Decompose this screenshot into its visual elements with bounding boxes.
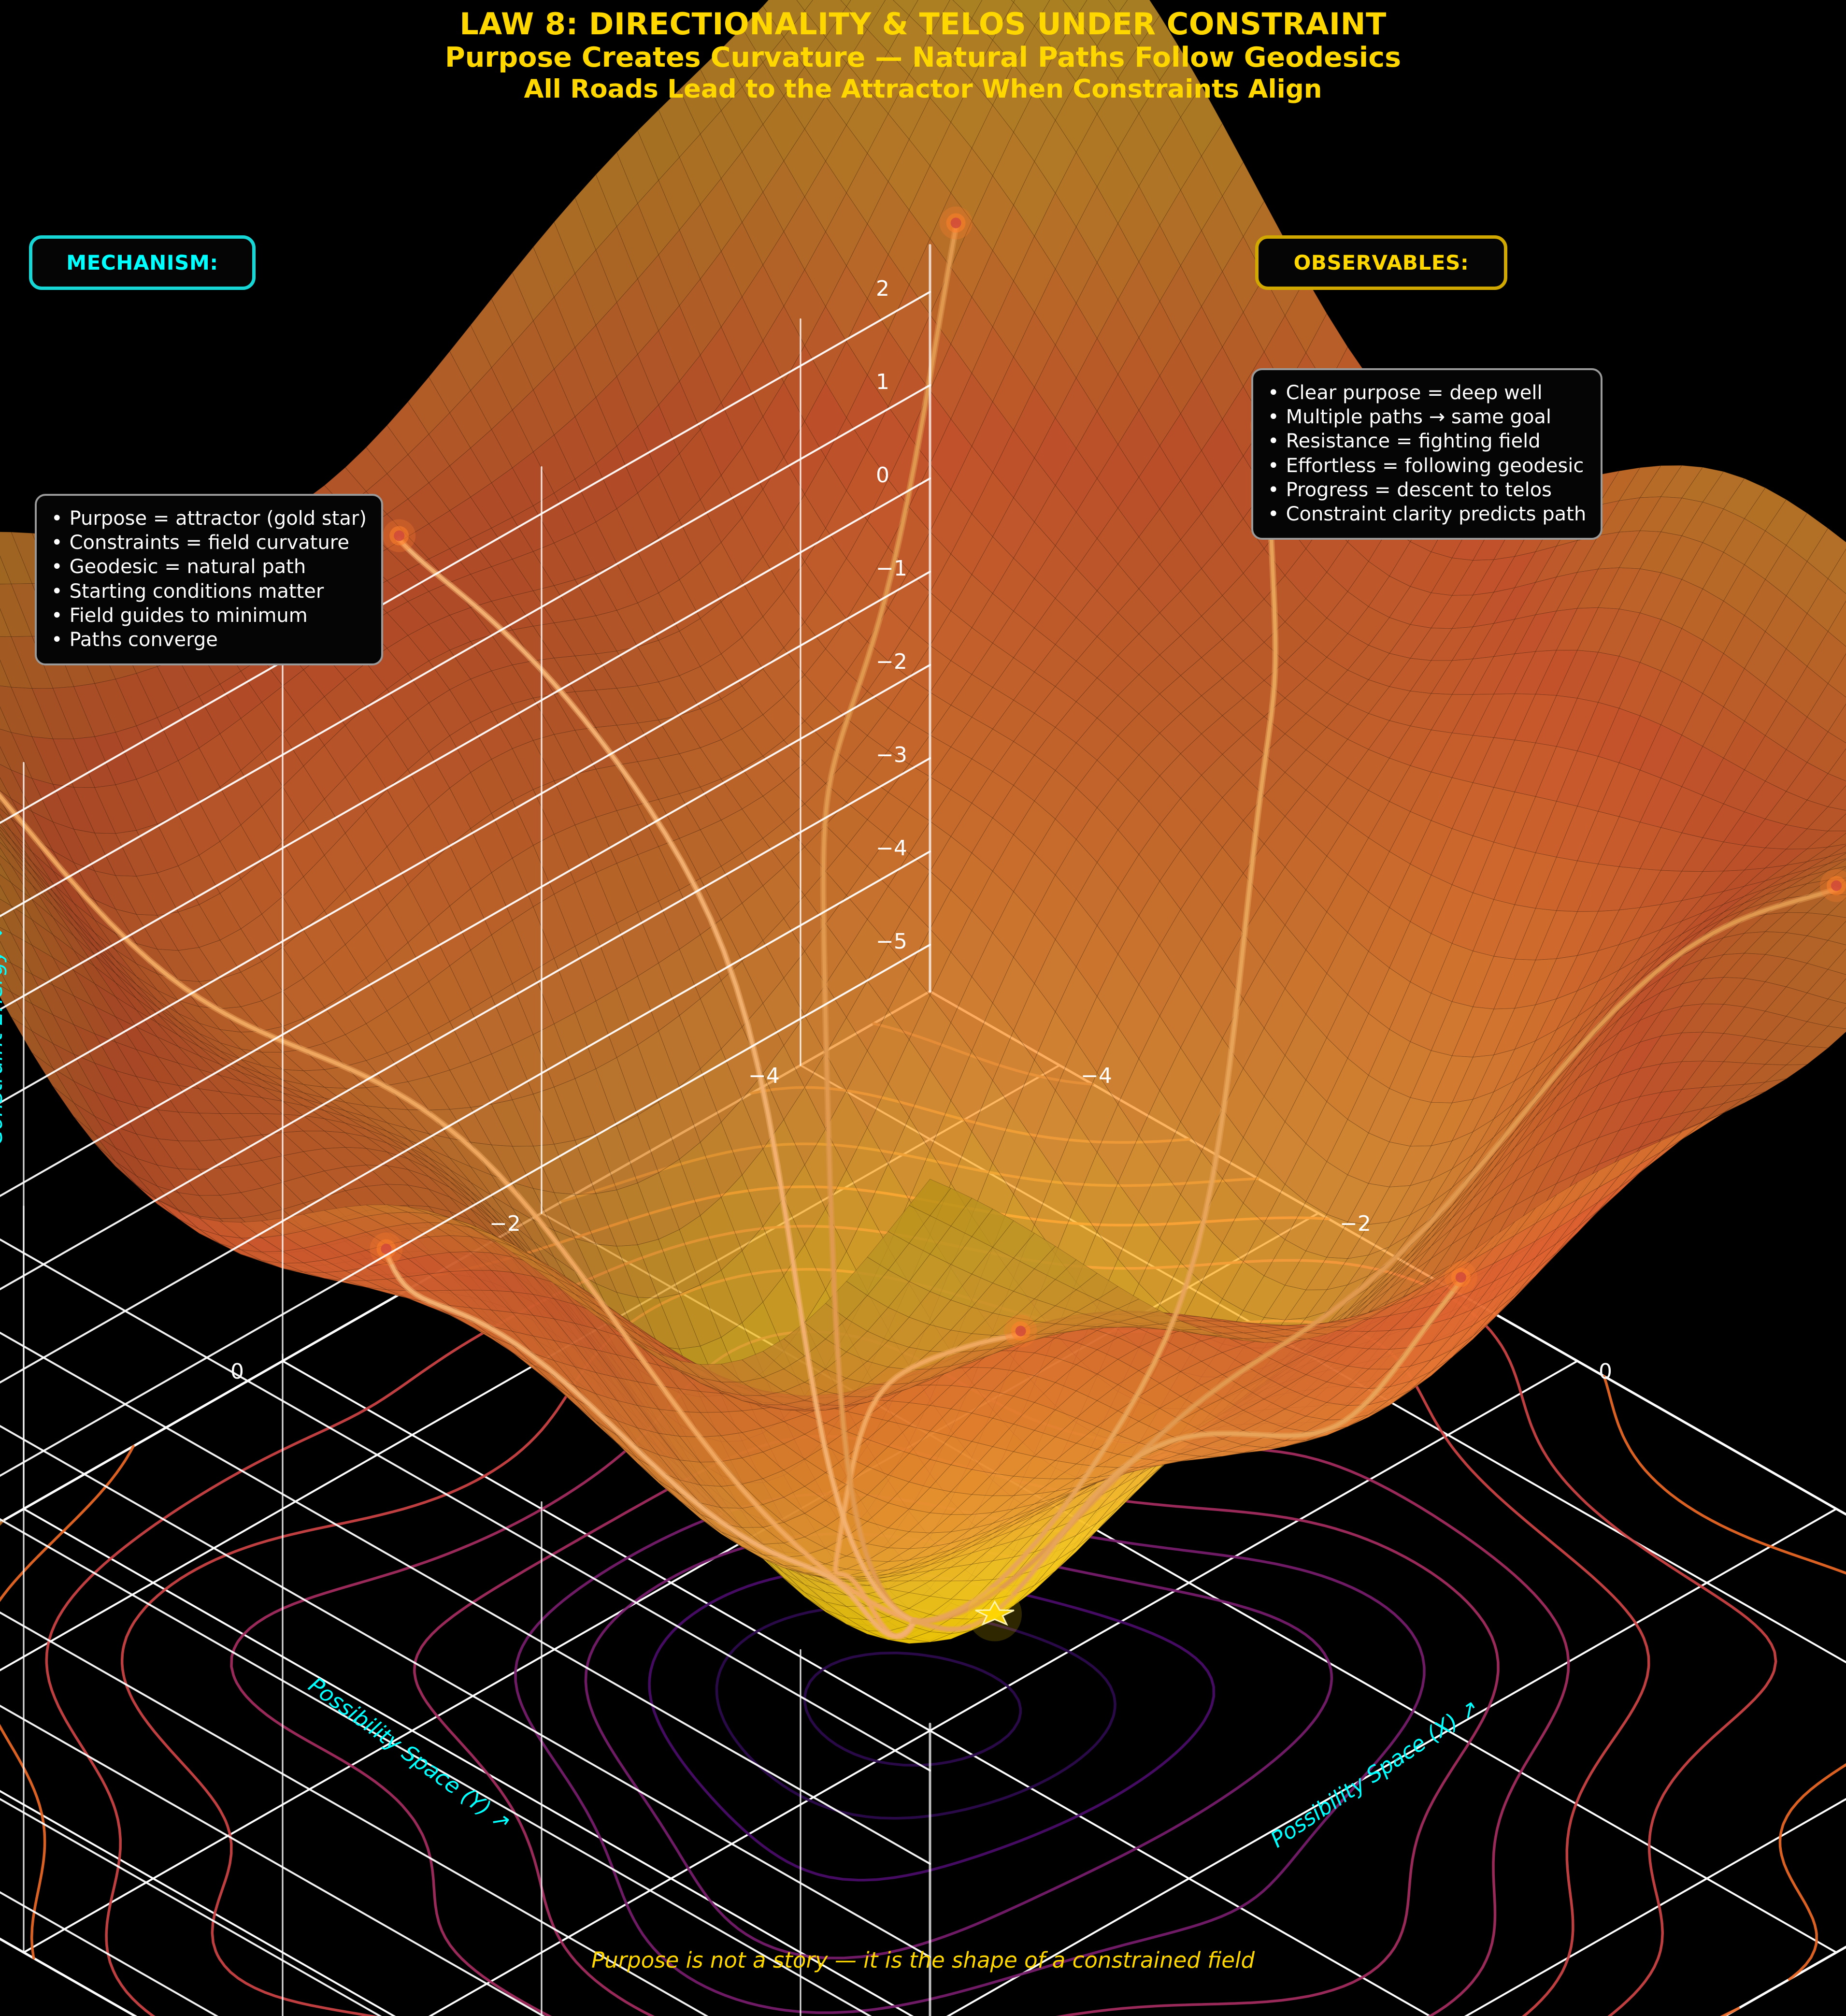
z-tick-label: 0 [876, 463, 889, 488]
figure-caption: Purpose is not a story — it is the shape… [591, 1947, 1255, 1973]
z-tick-label: −2 [876, 649, 907, 674]
list-item: Multiple paths → same goal [1268, 405, 1586, 429]
y-tick-label: 0 [230, 1359, 244, 1384]
z-tick-label: −4 [876, 836, 907, 861]
list-item: Constraint clarity predicts path [1268, 502, 1587, 526]
list-item: Resistance = fighting field [1268, 429, 1586, 453]
y-tick-label: −2 [489, 1211, 521, 1236]
x-tick-label: −2 [1340, 1211, 1371, 1236]
list-item: Field guides to minimum [51, 604, 367, 628]
list-item: Progress = descent to telos [1268, 478, 1586, 502]
z-tick-label: −5 [876, 929, 907, 954]
z-tick-label: 1 [876, 370, 889, 394]
list-item: Effortless = following geodesic [1268, 454, 1586, 478]
list-item: Clear purpose = deep well [1268, 381, 1586, 405]
list-item: Geodesic = natural path [51, 555, 367, 579]
observables-badge: OBSERVABLES: [1255, 235, 1507, 290]
y-tick-label: −4 [748, 1063, 780, 1088]
x-tick-label: 0 [1599, 1359, 1612, 1384]
z-tick-label: −1 [876, 556, 907, 581]
list-item: Constraints = field curvature [51, 531, 367, 555]
list-item: Purpose = attractor (gold star) [51, 506, 367, 531]
list-item: Paths converge [51, 628, 367, 652]
mechanism-list: Purpose = attractor (gold star) Constrai… [35, 494, 383, 666]
z-tick-label: −3 [876, 743, 907, 767]
x-tick-label: −4 [1081, 1063, 1112, 1088]
z-tick-label: 2 [876, 276, 889, 301]
observables-list: Clear purpose = deep well Multiple paths… [1251, 368, 1603, 540]
observables-badge-label: OBSERVABLES: [1293, 251, 1469, 274]
list-item: Starting conditions matter [51, 579, 367, 604]
mechanism-badge-label: MECHANISM: [66, 251, 218, 274]
mechanism-badge: MECHANISM: [29, 235, 256, 290]
z-axis-label: Constraint Energy ↓ [0, 924, 7, 1145]
